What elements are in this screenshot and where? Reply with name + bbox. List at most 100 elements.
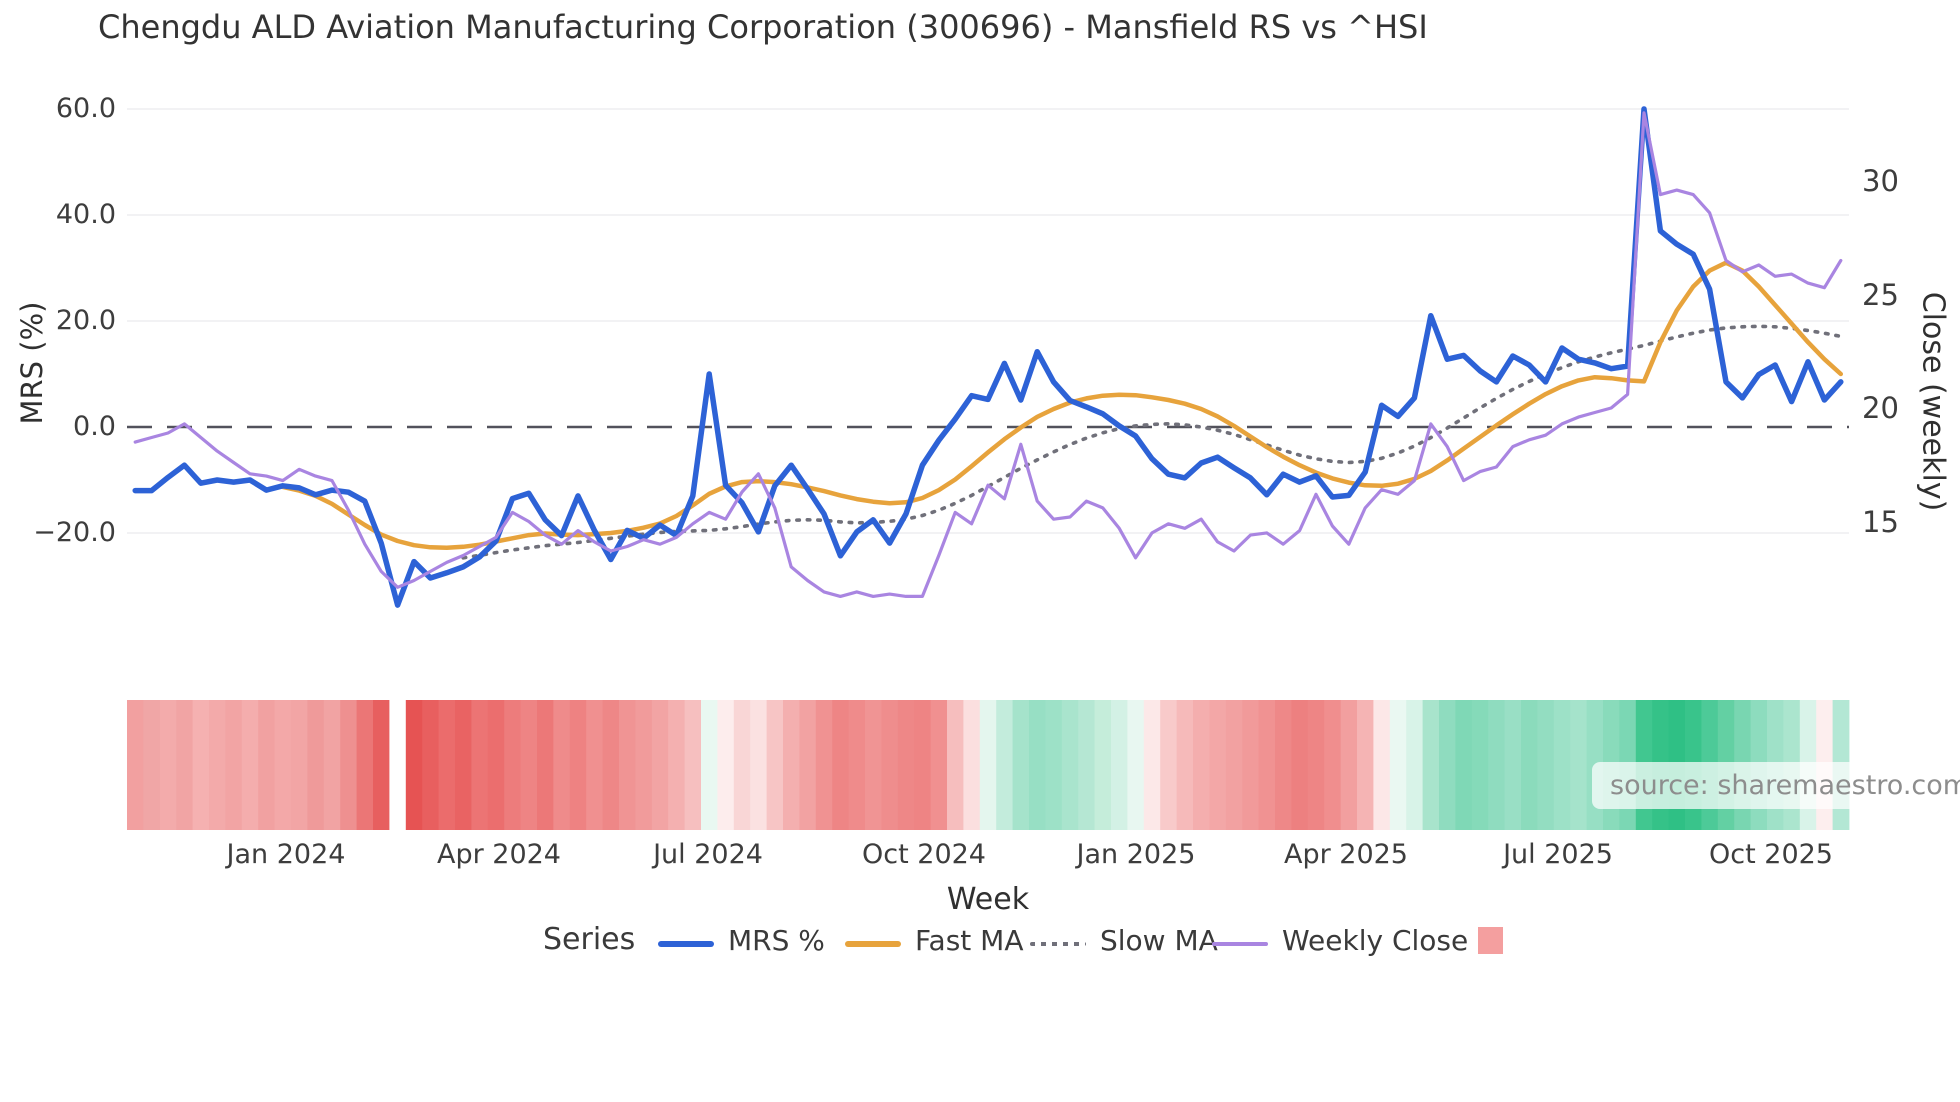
- heatmap-cell: [651, 700, 669, 830]
- heatmap-cell: [1389, 700, 1407, 830]
- heatmap-cell: [865, 700, 882, 830]
- heatmap-cell: [701, 700, 718, 830]
- heatmap-cell: [1406, 700, 1423, 830]
- source-watermark: source: sharemaestro.com: [1592, 762, 1960, 809]
- gridlines: [127, 108, 1849, 534]
- heatmap-cell: [340, 700, 357, 830]
- heatmap-cell: [258, 700, 275, 830]
- heatmap-cell: [176, 700, 193, 830]
- legend-swatch-slow-ma: [1030, 942, 1086, 946]
- heatmap-cell: [1455, 700, 1473, 830]
- heatmap-cell: [1324, 700, 1341, 830]
- heatmap-cell: [356, 700, 374, 830]
- legend-swatch-mrs: [658, 941, 714, 947]
- heatmap-cell: [717, 700, 735, 830]
- heatmap-cell: [1242, 700, 1259, 830]
- x-axis-tick: Oct 2024: [862, 839, 986, 870]
- x-axis-title: Week: [946, 882, 1030, 917]
- right-axis-tick: 25: [1862, 278, 1899, 312]
- heatmap-cell: [1537, 700, 1555, 830]
- heatmap-cell: [914, 700, 931, 830]
- heatmap-cell: [209, 700, 226, 830]
- heatmap-cell: [1521, 700, 1538, 830]
- legend-title: Series: [543, 922, 636, 957]
- x-axis-tick: Jul 2025: [1503, 839, 1613, 870]
- heatmap-cell: [520, 700, 538, 830]
- heatmap-cell: [1193, 700, 1210, 830]
- heatmap-cell: [996, 700, 1013, 830]
- chart-title: Chengdu ALD Aviation Manufacturing Corpo…: [98, 8, 1428, 46]
- heatmap-cell: [1471, 700, 1489, 830]
- heatmap-cell: [1029, 700, 1046, 830]
- heatmap-cell: [979, 700, 997, 830]
- heatmap-cell: [602, 700, 620, 830]
- heatmap-cell: [1094, 700, 1112, 830]
- heatmap-cell: [143, 700, 161, 830]
- legend-swatch-heatmap: [1478, 927, 1503, 954]
- series-line-fast-ma: [280, 260, 1844, 551]
- heatmap-cell: [291, 700, 308, 830]
- heatmap-cell: [635, 700, 653, 830]
- legend-label-mrs: MRS %: [728, 924, 825, 957]
- heatmap-cell: [1078, 700, 1095, 830]
- heatmap-cell: [1111, 700, 1128, 830]
- heatmap-cell: [1553, 700, 1571, 830]
- heatmap-cell: [127, 700, 144, 830]
- heatmap-cell: [881, 700, 899, 830]
- heatmap-cell: [471, 700, 489, 830]
- series-line-weekly-close: [133, 111, 1843, 598]
- heatmap-cell: [1209, 700, 1227, 830]
- heatmap-cell: [815, 700, 833, 830]
- heatmap-cell: [438, 700, 456, 830]
- heatmap-cell: [192, 700, 210, 830]
- heatmap-cell: [1570, 700, 1587, 830]
- heatmap-cell: [553, 700, 571, 830]
- heatmap-cell: [323, 700, 341, 830]
- heatmap-cell: [766, 700, 784, 830]
- heatmap-cell: [963, 700, 981, 830]
- heatmap-cell: [848, 700, 866, 830]
- heatmap-cell: [619, 700, 636, 830]
- heatmap-cell: [537, 700, 554, 830]
- legend-label-slow-ma: Slow MA: [1100, 924, 1218, 957]
- left-axis-tick: 20.0: [55, 305, 116, 336]
- heatmap-cell: [1258, 700, 1276, 830]
- heatmap-cell: [159, 700, 177, 830]
- heatmap-cell: [668, 700, 685, 830]
- heatmap-cell: [832, 700, 849, 830]
- heatmap-cell: [405, 700, 423, 830]
- right-axis-tick: 20: [1862, 391, 1899, 425]
- heatmap-cell: [1373, 700, 1391, 830]
- heatmap-cell: [750, 700, 767, 830]
- heatmap-cell: [1061, 700, 1079, 830]
- x-axis-tick: Apr 2024: [436, 839, 561, 870]
- right-axis-tick: 30: [1862, 164, 1899, 198]
- heatmap-cell: [684, 700, 702, 830]
- heatmap-cell: [1275, 700, 1292, 830]
- heatmap-cell: [1488, 700, 1505, 830]
- x-axis-tick: Apr 2025: [1283, 839, 1408, 870]
- heatmap-cell: [897, 700, 915, 830]
- heatmap-cell: [1176, 700, 1194, 830]
- heatmap-cell: [1439, 700, 1456, 830]
- left-axis-tick: 40.0: [55, 199, 116, 230]
- left-axis-tick: −20.0: [33, 517, 116, 548]
- series-line-slow-ma: [461, 324, 1843, 560]
- heatmap-cell: [1143, 700, 1161, 830]
- left-axis-title: MRS (%): [15, 301, 49, 425]
- left-axis-tick: 60.0: [55, 93, 116, 124]
- heatmap-cell: [373, 700, 390, 830]
- series-line-mrs-: [132, 106, 1844, 608]
- left-axis-tick: 0.0: [73, 411, 116, 442]
- x-axis-tick: Jan 2025: [1076, 839, 1196, 870]
- heatmap-cell: [1504, 700, 1522, 830]
- heatmap-cell: [225, 700, 243, 830]
- x-axis-tick: Oct 2025: [1709, 839, 1833, 870]
- heatmap-cell: [930, 700, 948, 830]
- legend-swatch-weekly-close: [1212, 942, 1268, 946]
- heatmap-cell: [1012, 700, 1030, 830]
- legend-label-fast-ma: Fast MA: [915, 924, 1024, 957]
- heatmap-cell: [1340, 700, 1358, 830]
- heatmap-cell: [1045, 700, 1063, 830]
